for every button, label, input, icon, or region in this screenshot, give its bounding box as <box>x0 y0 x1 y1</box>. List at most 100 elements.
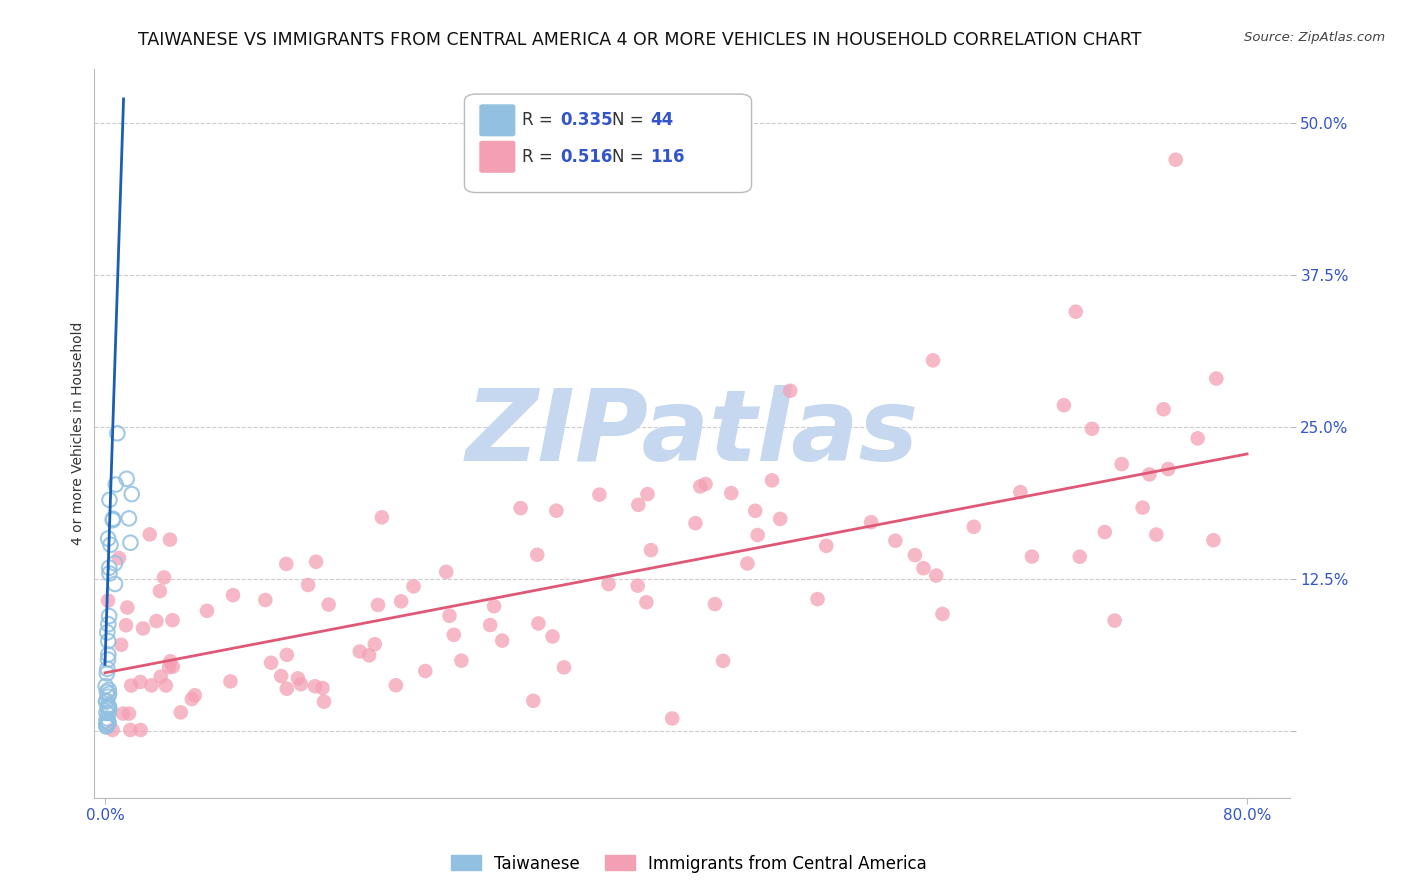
Point <box>1144 527 1167 541</box>
Point <box>527 616 550 631</box>
Point <box>1069 549 1091 564</box>
Point <box>159 654 181 668</box>
Point <box>703 597 725 611</box>
Point <box>120 535 142 549</box>
Point <box>636 595 658 609</box>
Point <box>1064 304 1087 318</box>
Point <box>139 527 162 541</box>
Point <box>588 488 610 502</box>
Point <box>1081 422 1104 436</box>
Text: 44: 44 <box>650 112 673 129</box>
FancyBboxPatch shape <box>479 105 515 136</box>
Point <box>931 607 953 621</box>
Point <box>815 539 838 553</box>
Point <box>509 501 531 516</box>
Point <box>305 555 328 569</box>
Point <box>97 634 120 648</box>
Point <box>364 637 387 651</box>
Text: N =: N = <box>612 148 643 166</box>
Point <box>884 533 907 548</box>
Point <box>860 515 883 529</box>
Text: TAIWANESE VS IMMIGRANTS FROM CENTRAL AMERICA 4 OR MORE VEHICLES IN HOUSEHOLD COR: TAIWANESE VS IMMIGRANTS FROM CENTRAL AME… <box>138 31 1142 49</box>
Point <box>963 520 986 534</box>
Point <box>170 706 193 720</box>
Point <box>744 504 766 518</box>
Point <box>546 503 568 517</box>
Point <box>541 630 564 644</box>
Point <box>97 701 120 715</box>
Point <box>101 723 124 737</box>
Point <box>141 678 163 692</box>
Point <box>97 706 120 720</box>
Point <box>349 644 371 658</box>
Point <box>195 604 218 618</box>
Point <box>276 557 298 571</box>
Point <box>184 688 207 702</box>
Point <box>287 672 309 686</box>
Point <box>97 532 120 546</box>
Point <box>661 711 683 725</box>
Point <box>522 694 544 708</box>
Point <box>104 557 127 571</box>
Point <box>96 706 118 720</box>
Point <box>720 486 742 500</box>
Point <box>290 677 312 691</box>
Point <box>180 692 202 706</box>
Point <box>118 511 141 525</box>
Point <box>159 533 181 547</box>
Point <box>640 543 662 558</box>
Point <box>97 617 120 632</box>
Point <box>121 487 143 501</box>
Point <box>100 538 122 552</box>
Point <box>94 679 117 693</box>
Point <box>779 384 801 398</box>
Point <box>96 685 118 699</box>
Point <box>149 670 172 684</box>
Point <box>254 593 277 607</box>
Point <box>1153 402 1175 417</box>
Point <box>276 648 298 662</box>
Point <box>304 679 326 693</box>
Point <box>1205 371 1227 385</box>
Point <box>598 577 620 591</box>
Point <box>689 479 711 493</box>
Point <box>526 548 548 562</box>
Point <box>98 566 121 581</box>
Point <box>450 654 472 668</box>
Point <box>904 548 927 562</box>
Point <box>117 600 139 615</box>
Point <box>132 622 155 636</box>
Point <box>806 592 828 607</box>
Point <box>413 664 436 678</box>
Point <box>367 598 389 612</box>
Point <box>155 678 177 692</box>
Point <box>1164 153 1187 167</box>
Point <box>96 717 118 731</box>
Point <box>96 694 118 708</box>
Point <box>312 695 335 709</box>
Point <box>479 618 502 632</box>
Text: R =: R = <box>522 112 553 129</box>
Point <box>111 706 134 721</box>
Point <box>110 638 132 652</box>
Point <box>129 675 152 690</box>
Point <box>97 648 120 662</box>
Text: 0.335: 0.335 <box>560 112 613 129</box>
Point <box>162 613 184 627</box>
Point <box>101 513 124 527</box>
Point <box>97 716 120 731</box>
Point <box>129 723 152 737</box>
Y-axis label: 4 or more Vehicles in Household: 4 or more Vehicles in Household <box>72 322 86 545</box>
Point <box>627 498 650 512</box>
Point <box>311 681 333 695</box>
Point <box>219 674 242 689</box>
Point <box>97 700 120 714</box>
Point <box>94 694 117 708</box>
Point <box>695 477 717 491</box>
Point <box>118 706 141 721</box>
Point <box>145 614 167 628</box>
Point <box>98 699 121 714</box>
Point <box>162 659 184 673</box>
Point <box>270 669 292 683</box>
Point <box>922 353 945 368</box>
